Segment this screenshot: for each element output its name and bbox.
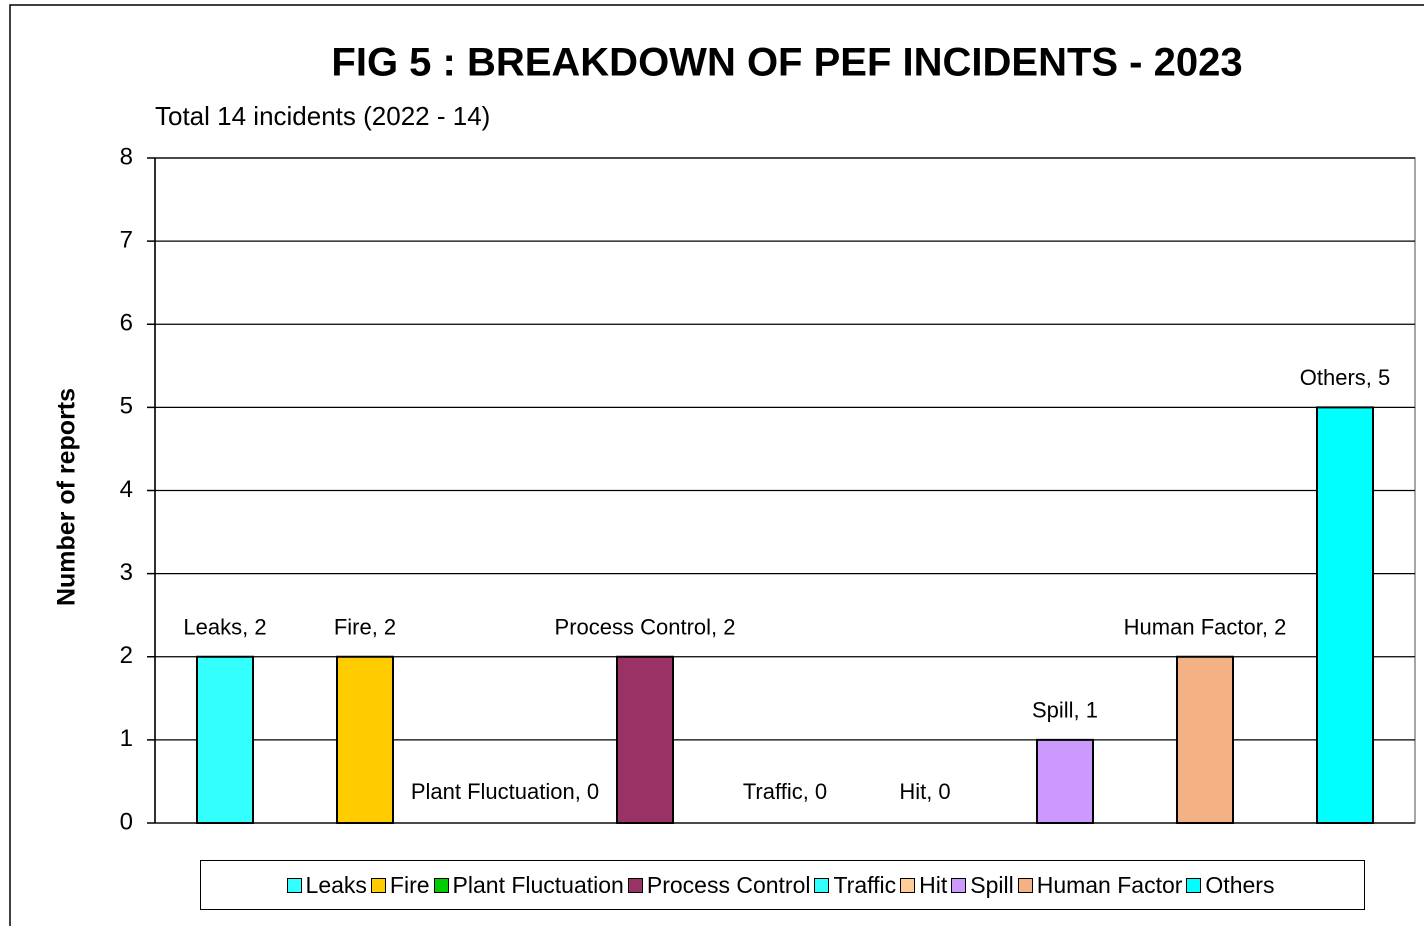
frame (9, 4, 1424, 926)
legend-item: Others (1186, 872, 1274, 899)
legend-item: Leaks (286, 871, 367, 899)
subtitle: Total 14 incidents (2022 - 14) (155, 101, 490, 131)
data-label: Spill, 1 (1032, 698, 1098, 723)
legend-label: Plant Fluctuation (452, 871, 624, 898)
legend-swatch (286, 877, 302, 893)
legend-item: Traffic (814, 872, 896, 899)
legend-label: Traffic (833, 871, 897, 898)
legend-swatch (814, 877, 830, 893)
y-tick-label: 6 (120, 310, 133, 337)
legend-item: Fire (370, 871, 430, 899)
data-label: Traffic, 0 (743, 779, 827, 804)
legend-swatch (370, 877, 386, 893)
legend-label: Fire (389, 871, 430, 898)
legend-swatch (1017, 877, 1033, 893)
data-label: Others, 5 (1300, 365, 1390, 390)
legend-swatch (1186, 877, 1202, 893)
y-tick-label: 0 (120, 808, 133, 835)
legend-label: Process Control (646, 871, 811, 898)
legend: Leaks Fire Plant Fluctuation Process Contro… (200, 860, 1365, 910)
y-tick-label: 8 (120, 143, 133, 170)
legend-item: Human Factor (1017, 871, 1183, 899)
legend-item: Hit (900, 872, 947, 899)
y-tick-label: 5 (120, 393, 133, 420)
legend-label: Human Factor (1036, 871, 1183, 898)
legend-swatch (627, 877, 643, 893)
bar (1176, 655, 1234, 824)
bar (616, 655, 674, 824)
legend-swatch (951, 877, 967, 893)
data-label: Hit, 0 (899, 779, 950, 804)
y-tick-label: 4 (120, 476, 133, 503)
chart-title: FIG 5 : BREAKDOWN OF PEF INCIDENTS - 202… (331, 41, 1242, 85)
bar (336, 655, 394, 824)
legend-label: Others (1205, 871, 1275, 898)
bar (1316, 406, 1374, 824)
legend-swatch (900, 877, 916, 893)
y-tick-label: 2 (120, 642, 133, 669)
y-tick-label: 1 (120, 725, 133, 752)
data-label: Leaks, 2 (183, 615, 266, 640)
y-tick-label: 7 (120, 226, 133, 253)
legend-item: Process Control (627, 871, 811, 899)
y-axis-label: Number of reports (53, 388, 81, 606)
legend-swatch (433, 877, 449, 893)
data-label: Process Control, 2 (555, 615, 736, 640)
legend-label: Leaks (305, 871, 367, 898)
legend-label: Spill (970, 871, 1014, 898)
legend-item: Spill (951, 871, 1014, 899)
legend-label: Hit (919, 871, 948, 898)
data-label: Fire, 2 (334, 615, 396, 640)
data-label: Plant Fluctuation, 0 (411, 779, 599, 804)
bar (1036, 738, 1094, 824)
bar (196, 655, 254, 824)
data-label: Human Factor, 2 (1124, 615, 1287, 640)
legend-item: Plant Fluctuation (433, 871, 624, 899)
y-tick-label: 3 (120, 559, 133, 586)
